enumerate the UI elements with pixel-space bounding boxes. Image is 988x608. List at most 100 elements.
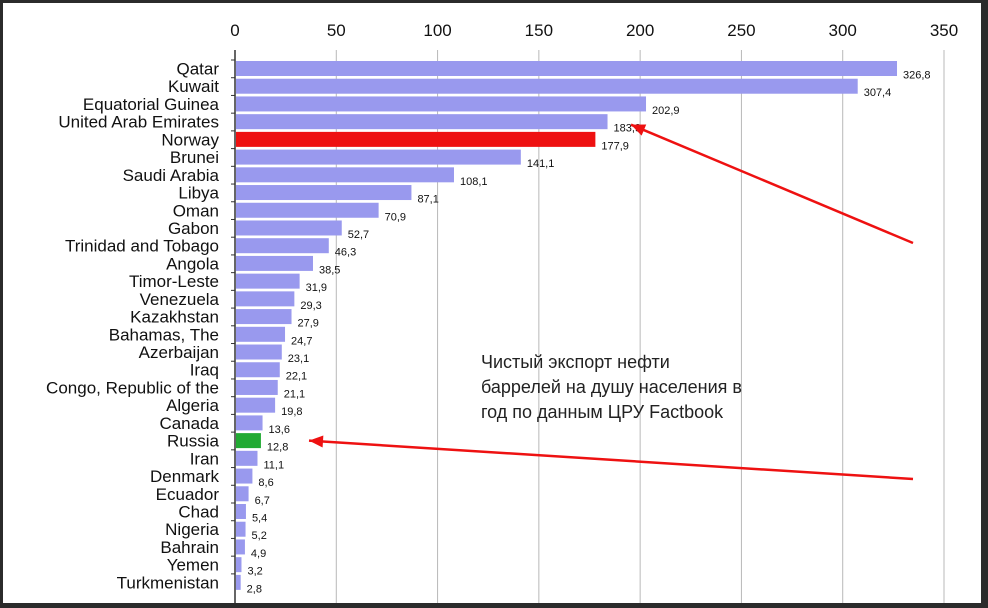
value-label-18: 21,1 bbox=[284, 388, 305, 400]
category-label-24: Ecuador bbox=[156, 485, 220, 504]
bar-ecuador bbox=[236, 486, 249, 502]
x-tick-label-0: 0 bbox=[230, 21, 239, 40]
x-tick-label-350: 350 bbox=[930, 21, 958, 40]
caption-line-2: баррелей на душу населения в bbox=[481, 377, 742, 397]
value-label-27: 4,9 bbox=[251, 548, 266, 560]
value-label-21: 12,8 bbox=[267, 442, 288, 454]
category-label-17: Iraq bbox=[190, 361, 219, 380]
value-label-4: 177,9 bbox=[601, 140, 629, 152]
bar-angola bbox=[236, 255, 313, 271]
value-label-11: 38,5 bbox=[319, 264, 340, 276]
bar-gabon bbox=[236, 220, 342, 236]
category-label-27: Bahrain bbox=[160, 538, 219, 557]
category-label-26: Nigeria bbox=[165, 520, 219, 539]
bar-iraq bbox=[236, 362, 280, 378]
bar-venezuela bbox=[236, 291, 295, 307]
value-label-7: 87,1 bbox=[417, 194, 438, 206]
value-label-1: 307,4 bbox=[864, 87, 892, 99]
category-label-6: Saudi Arabia bbox=[123, 166, 220, 185]
x-tick-label-300: 300 bbox=[829, 21, 857, 40]
value-label-20: 13,6 bbox=[269, 424, 290, 436]
bar-kazakhstan bbox=[236, 309, 292, 325]
chart-caption: Чистый экспорт нефти баррелей на душу на… bbox=[481, 350, 841, 425]
value-label-13: 29,3 bbox=[300, 300, 321, 312]
value-label-17: 22,1 bbox=[286, 371, 307, 383]
bar-united-arab-emirates bbox=[236, 114, 608, 130]
caption-line-3: год по данным ЦРУ Factbook bbox=[481, 402, 724, 422]
bar-iran bbox=[236, 450, 258, 466]
category-label-3: United Arab Emirates bbox=[58, 113, 219, 132]
value-label-25: 5,4 bbox=[252, 513, 267, 525]
category-label-8: Oman bbox=[173, 201, 219, 220]
x-tick-label-200: 200 bbox=[626, 21, 654, 40]
value-label-28: 3,2 bbox=[247, 566, 262, 578]
bar-canada bbox=[236, 415, 263, 431]
value-label-5: 141,1 bbox=[527, 158, 555, 170]
bar-oman bbox=[236, 202, 379, 218]
value-label-6: 108,1 bbox=[460, 176, 488, 188]
bar-saudi-arabia bbox=[236, 167, 454, 183]
category-label-4: Norway bbox=[161, 130, 219, 149]
category-label-15: Bahamas, The bbox=[109, 325, 219, 344]
annotation-arrow-head-1 bbox=[631, 124, 647, 136]
bar-trinidad-and-tobago bbox=[236, 238, 329, 254]
bar-qatar bbox=[236, 61, 898, 76]
value-label-24: 6,7 bbox=[255, 495, 270, 507]
bar-libya bbox=[236, 185, 412, 201]
bar-congo-republic-of-the bbox=[236, 379, 278, 395]
category-label-11: Angola bbox=[166, 254, 219, 273]
category-label-18: Congo, Republic of the bbox=[46, 378, 219, 397]
value-label-26: 5,2 bbox=[252, 530, 267, 542]
value-label-15: 24,7 bbox=[291, 335, 312, 347]
annotation-arrow-head-2 bbox=[309, 435, 324, 448]
category-label-10: Trinidad and Tobago bbox=[65, 237, 219, 256]
value-label-12: 31,9 bbox=[306, 282, 327, 294]
bar-brunei bbox=[236, 149, 521, 165]
category-label-5: Brunei bbox=[170, 148, 219, 167]
value-label-29: 2,8 bbox=[247, 583, 262, 595]
category-label-23: Denmark bbox=[150, 467, 219, 486]
bar-norway bbox=[236, 131, 596, 147]
category-label-21: Russia bbox=[167, 432, 220, 451]
category-label-22: Iran bbox=[190, 449, 219, 468]
bar-azerbaijan bbox=[236, 344, 282, 360]
category-label-12: Timor-Leste bbox=[129, 272, 219, 291]
oil-export-bar-chart: 0 50 100 150 200 250 300 350 Qatar 326,8 Kuwait 307… bbox=[46, 21, 958, 603]
category-label-9: Gabon bbox=[168, 219, 219, 238]
category-label-7: Libya bbox=[178, 184, 219, 203]
category-label-25: Chad bbox=[178, 503, 219, 522]
category-label-19: Algeria bbox=[166, 396, 219, 415]
value-label-0: 326,8 bbox=[903, 70, 931, 82]
bar-kuwait bbox=[236, 78, 858, 94]
bar-yemen bbox=[236, 557, 242, 573]
value-label-22: 11,1 bbox=[263, 459, 284, 471]
category-label-20: Canada bbox=[159, 414, 219, 433]
bar-equatorial-guinea bbox=[236, 96, 647, 112]
annotation-arrow-line-2 bbox=[308, 439, 914, 481]
value-label-16: 23,1 bbox=[288, 353, 309, 365]
bar-chad bbox=[236, 504, 246, 519]
value-label-8: 70,9 bbox=[385, 211, 406, 223]
x-tick-label-150: 150 bbox=[525, 21, 553, 40]
value-label-9: 52,7 bbox=[348, 229, 369, 241]
bar-nigeria bbox=[236, 521, 246, 537]
x-tick-label-250: 250 bbox=[727, 21, 755, 40]
value-label-10: 46,3 bbox=[335, 247, 356, 259]
bar-turkmenistan bbox=[236, 574, 241, 590]
value-label-14: 27,9 bbox=[298, 318, 319, 330]
category-label-0: Qatar bbox=[176, 60, 219, 79]
x-tick-label-100: 100 bbox=[423, 21, 451, 40]
category-label-1: Kuwait bbox=[168, 77, 219, 96]
bar-denmark bbox=[236, 468, 253, 484]
bar-bahrain bbox=[236, 539, 245, 555]
category-label-13: Venezuela bbox=[140, 290, 220, 309]
bar-russia bbox=[236, 433, 261, 449]
bar-bahamas-the bbox=[236, 326, 286, 342]
value-label-19: 19,8 bbox=[281, 406, 302, 418]
category-label-29: Turkmenistan bbox=[117, 573, 219, 592]
bar-algeria bbox=[236, 397, 276, 413]
value-label-2: 202,9 bbox=[652, 105, 680, 117]
x-tick-label-50: 50 bbox=[327, 21, 346, 40]
chart-frame: 0 50 100 150 200 250 300 350 Qatar 326,8 Kuwait 307… bbox=[3, 3, 981, 603]
value-label-23: 8,6 bbox=[258, 477, 273, 489]
